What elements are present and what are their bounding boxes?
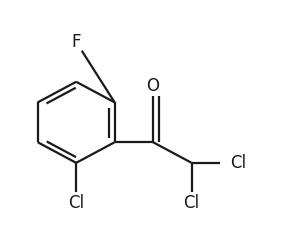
Text: Cl: Cl [68,194,84,212]
Text: Cl: Cl [230,154,246,172]
Text: Cl: Cl [183,194,200,212]
Text: O: O [147,77,160,95]
Text: F: F [71,33,81,51]
